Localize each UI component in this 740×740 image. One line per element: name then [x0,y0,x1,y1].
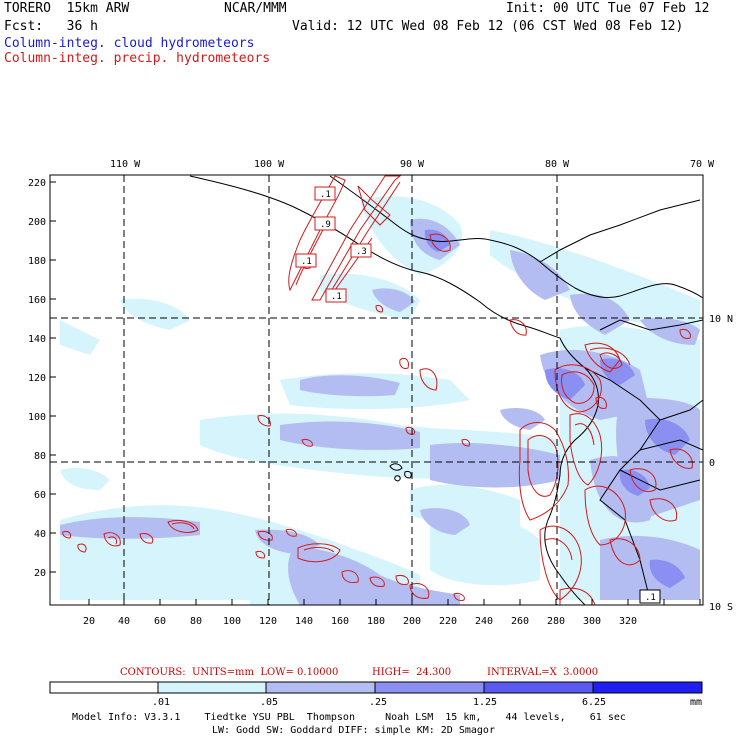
x-tick-marks [88,599,701,605]
x-tick-label: 100 [223,616,241,627]
x-tick-label: 140 [295,616,313,627]
x-tick-label: 220 [439,616,457,627]
x-tick-label: 240 [475,616,493,627]
y-tick-label: 120 [28,373,46,384]
contour-label: .1 [645,593,656,603]
x-tick-label: 60 [154,616,166,627]
y-tick-label: 20 [34,568,46,579]
lat-label: 10 S [709,602,733,613]
init-time: Init: 00 UTC Tue 07 Feb 12 [506,1,710,16]
lon-label: 100 W [254,159,285,170]
y-tick-label: 160 [28,295,46,306]
colorbar-label: .25 [369,697,388,708]
y-tick-marks [50,181,56,573]
contour-label: .3 [356,247,367,257]
x-tick-label: 80 [190,616,202,627]
x-tick-label: 120 [259,616,277,627]
y-tick-label: 40 [34,529,46,540]
precip-contours [62,175,693,605]
contour-label: .1 [320,190,331,200]
colorbar-label: .05 [260,697,279,708]
lon-label: 90 W [400,159,425,170]
contour-label: .9 [320,220,331,230]
y-tick-label: 180 [28,256,46,267]
contour-interval: INTERVAL=X 3.0000 [487,667,599,678]
forecast-hour: Fcst: 36 h [4,19,98,34]
colorbar-label: 6.25 [582,697,607,708]
lon-label: 110 W [110,159,141,170]
contour-units: CONTOURS: UNITS=mm LOW= 0.10000 [120,667,339,678]
cloud-shading [60,196,700,605]
lat-label: 10 N [709,314,733,325]
x-tick-label: 40 [118,616,130,627]
x-tick-label: 260 [511,616,529,627]
colorbar [49,681,703,694]
contour-label: .1 [331,292,342,302]
cloud-field-title: Column-integ. cloud hydrometeors [4,36,255,51]
contour-labels: .1 .9 .1 .3 .1 .1 [295,186,661,604]
x-tick-label: 300 [583,616,601,627]
contour-high: HIGH= 24.300 [372,667,452,678]
y-tick-label: 200 [28,217,46,228]
y-tick-label: 60 [34,490,46,501]
x-tick-label: 160 [331,616,349,627]
x-tick-label: 280 [547,616,565,627]
x-tick-label: 20 [83,616,95,627]
colorbar-label: .01 [152,697,171,708]
y-tick-label: 140 [28,334,46,345]
model-info-line2: LW: Godd SW: Goddard DIFF: simple KM: 2D… [212,725,495,736]
latlon-grid [50,175,703,605]
valid-time: Valid: 12 UTC Wed 08 Feb 12 (06 CST Wed … [292,19,684,34]
precip-field-title: Column-integ. precip. hydrometeors [4,51,271,66]
y-tick-label: 100 [28,412,46,423]
contour-label: .1 [301,257,312,267]
model-info-line1: Model Info: V3.3.1 Tiedtke YSU PBL Thomp… [72,712,626,723]
x-tick-label: 200 [403,616,421,627]
x-tick-label: 180 [367,616,385,627]
lat-label: 0 [709,458,715,469]
lon-label: 80 W [545,159,570,170]
colorbar-label: 1.25 [473,697,498,708]
x-tick-label: 320 [619,616,637,627]
lon-label: 70 W [690,159,715,170]
y-tick-label: 220 [28,178,46,189]
y-tick-label: 80 [34,451,46,462]
model-title: TORERO 15km ARW [4,1,130,16]
colorbar-unit: mm [690,697,703,708]
organization-label: NCAR/MMM [224,1,287,16]
